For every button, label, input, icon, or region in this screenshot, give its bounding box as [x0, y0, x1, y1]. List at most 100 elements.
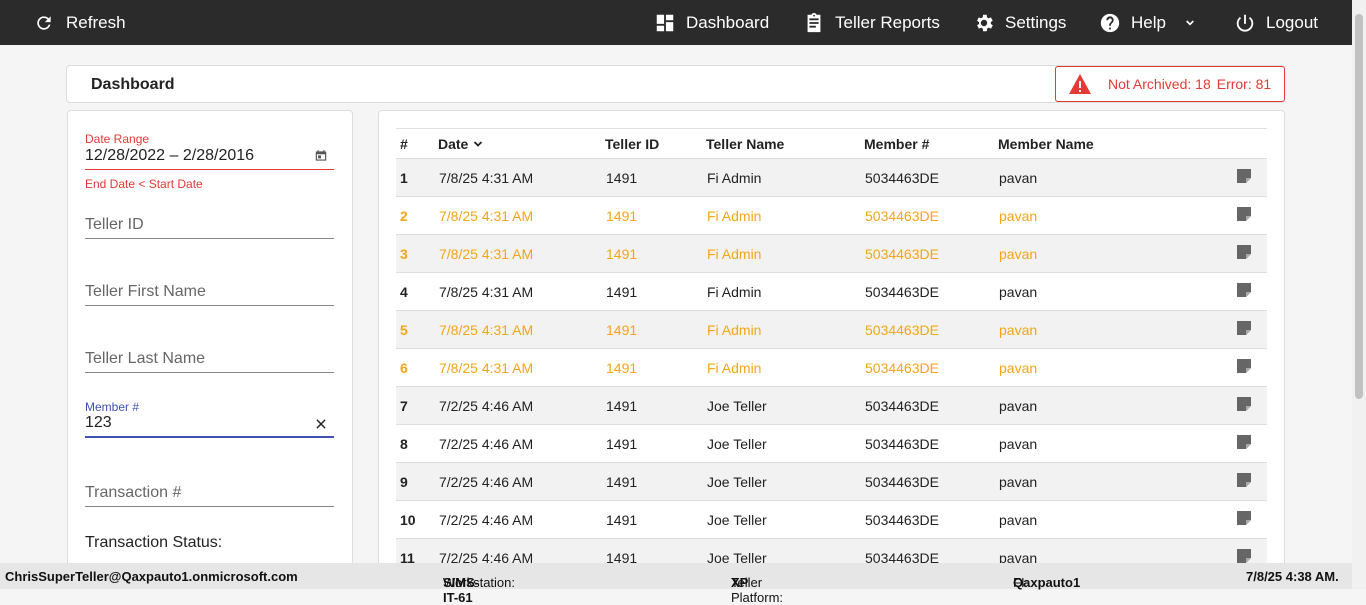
table-row[interactable]: 1 7/8/25 4:31 AM 1491 Fi Admin 5034463DE pava… [396, 158, 1267, 197]
scrollbar[interactable] [1352, 0, 1366, 589]
cell-teller-name: Fi Admin [706, 272, 864, 311]
cell-date: 7/8/25 4:31 AM [438, 158, 605, 197]
refresh-label: Refresh [66, 12, 126, 32]
column-header-date[interactable]: Date [438, 128, 605, 159]
teller-reports-link[interactable]: Teller Reports [803, 0, 940, 45]
cell-teller-name: Fi Admin [706, 196, 864, 235]
cell-num: 4 [396, 272, 438, 311]
note-icon[interactable] [1236, 434, 1252, 450]
date-range-input[interactable]: 12/28/2022 – 2/28/2016 [85, 147, 334, 170]
status-bar: ChrisSuperTeller@Qaxpauto1.onmicrosoft.c… [0, 563, 1352, 605]
alert-error: Error: 81 [1216, 76, 1272, 92]
cell-action [1198, 158, 1267, 197]
cell-member-num: 5034463DE [864, 158, 998, 197]
help-menu[interactable]: Help [1099, 0, 1198, 45]
note-icon[interactable] [1236, 282, 1252, 298]
cell-num: 9 [396, 462, 438, 501]
teller-last-name-input[interactable]: Teller Last Name [85, 350, 334, 373]
table-row[interactable]: 5 7/8/25 4:31 AM 1491 Fi Admin 5034463DE pava… [396, 310, 1267, 349]
cell-member-num: 5034463DE [864, 386, 998, 425]
alert-not-archived: Not Archived: 18 [1108, 76, 1211, 92]
cell-teller-id: 1491 [605, 424, 706, 463]
table-row[interactable]: 2 7/8/25 4:31 AM 1491 Fi Admin 5034463DE pava… [396, 196, 1267, 235]
workstation-value: SIMS-IT-61 [443, 575, 480, 605]
cell-num: 3 [396, 234, 438, 273]
cell-num: 7 [396, 386, 438, 425]
help-label: Help [1131, 12, 1166, 32]
note-icon[interactable] [1236, 206, 1252, 222]
alert-box[interactable]: Not Archived: 18 Error: 81 [1055, 66, 1285, 102]
table-row[interactable]: 9 7/2/25 4:46 AM 1491 Joe Teller 5034463DE pa… [396, 462, 1267, 501]
cell-date: 7/8/25 4:31 AM [438, 272, 605, 311]
teller-first-name-input[interactable]: Teller First Name [85, 283, 334, 306]
workstation-label: Workstation: [443, 575, 516, 590]
cell-member-num: 5034463DE [864, 462, 998, 501]
member-value: 123 [85, 414, 112, 431]
footer-datetime: 7/8/25 4:38 AM. [1246, 569, 1339, 584]
dashboard-link[interactable]: Dashboard [654, 0, 769, 45]
filter-panel [67, 110, 353, 580]
column-header-num: # [396, 128, 438, 159]
cell-teller-name: Joe Teller [706, 500, 864, 539]
settings-link[interactable]: Settings [973, 0, 1066, 45]
refresh-button[interactable]: Refresh [34, 0, 126, 45]
note-icon[interactable] [1236, 244, 1252, 260]
cell-action [1198, 348, 1267, 387]
cell-member-num: 5034463DE [864, 272, 998, 311]
cell-date: 7/2/25 4:46 AM [438, 424, 605, 463]
cell-teller-id: 1491 [605, 386, 706, 425]
note-icon[interactable] [1236, 320, 1252, 336]
cell-member-name: pavan [998, 462, 1198, 501]
note-icon[interactable] [1236, 548, 1252, 564]
cell-date: 7/8/25 4:31 AM [438, 310, 605, 349]
note-icon[interactable] [1236, 396, 1252, 412]
cell-action [1198, 310, 1267, 349]
transactions-table: # Date Teller ID Teller Name Member # Member … [396, 128, 1267, 577]
cell-teller-name: Joe Teller [706, 424, 864, 463]
date-range-value: 12/28/2022 – 2/28/2016 [85, 147, 255, 164]
cell-action [1198, 500, 1267, 539]
cell-action [1198, 196, 1267, 235]
cell-member-name: pavan [998, 500, 1198, 539]
cell-teller-id: 1491 [605, 500, 706, 539]
top-bar: Refresh Dashboard Teller Reports Setting… [0, 0, 1352, 45]
cell-member-name: pavan [998, 272, 1198, 311]
cell-action [1198, 424, 1267, 463]
cell-teller-id: 1491 [605, 348, 706, 387]
settings-label: Settings [1005, 12, 1067, 32]
column-header-member-name: Member Name [998, 128, 1198, 159]
footer-user: ChrisSuperTeller@Qaxpauto1.onmicrosoft.c… [5, 569, 298, 584]
cell-member-num: 5034463DE [864, 196, 998, 235]
cell-teller-id: 1491 [605, 272, 706, 311]
platform-value: XP [731, 575, 749, 590]
fi-label: FI: [1013, 575, 1029, 590]
note-icon[interactable] [1236, 168, 1252, 184]
table-row[interactable]: 3 7/8/25 4:31 AM 1491 Fi Admin 5034463DE pava… [396, 234, 1267, 273]
note-icon[interactable] [1236, 510, 1252, 526]
cell-date: 7/2/25 4:46 AM [438, 386, 605, 425]
table-row[interactable]: 4 7/8/25 4:31 AM 1491 Fi Admin 5034463DE pava… [396, 272, 1267, 311]
cell-action [1198, 462, 1267, 501]
fi-value: Qaxpauto1 [1013, 575, 1081, 590]
cell-num: 2 [396, 196, 438, 235]
note-icon[interactable] [1236, 358, 1252, 374]
transaction-input[interactable]: Transaction # [85, 484, 334, 507]
cell-teller-id: 1491 [605, 196, 706, 235]
cell-num: 6 [396, 348, 438, 387]
table-row[interactable]: 7 7/2/25 4:46 AM 1491 Joe Teller 5034463DE pa… [396, 386, 1267, 425]
member-input[interactable]: 123 [85, 414, 334, 438]
cell-teller-name: Fi Admin [706, 234, 864, 273]
teller-id-input[interactable]: Teller ID [85, 216, 334, 239]
column-header-action [1198, 128, 1267, 159]
table-row[interactable]: 10 7/2/25 4:46 AM 1491 Joe Teller 5034463DE p… [396, 500, 1267, 539]
cell-date: 7/8/25 4:31 AM [438, 234, 605, 273]
cell-member-num: 5034463DE [864, 348, 998, 387]
cell-member-num: 5034463DE [864, 234, 998, 273]
table-row[interactable]: 8 7/2/25 4:46 AM 1491 Joe Teller 5034463DE pa… [396, 424, 1267, 463]
cell-teller-name: Fi Admin [706, 158, 864, 197]
note-icon[interactable] [1236, 472, 1252, 488]
table-row[interactable]: 6 7/8/25 4:31 AM 1491 Fi Admin 5034463DE pava… [396, 348, 1267, 387]
cell-num: 5 [396, 310, 438, 349]
logout-button[interactable]: Logout [1234, 0, 1318, 45]
